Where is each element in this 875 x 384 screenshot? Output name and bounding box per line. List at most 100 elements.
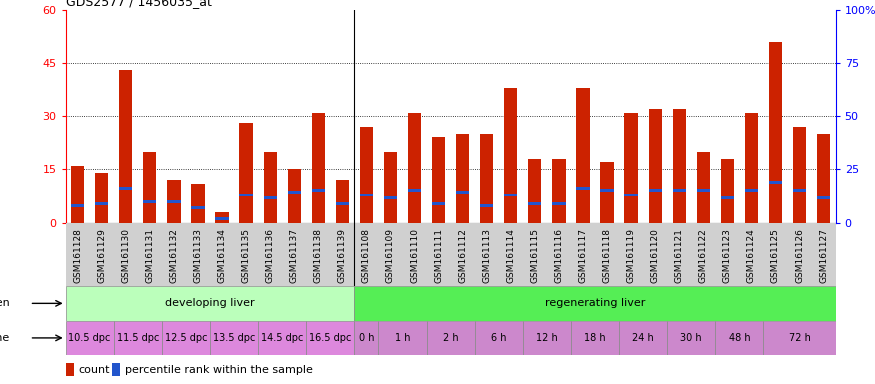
Text: GSM161131: GSM161131 <box>145 228 154 283</box>
Bar <box>192 184 205 223</box>
Bar <box>504 194 517 197</box>
Bar <box>696 189 710 192</box>
Text: GSM161109: GSM161109 <box>386 228 395 283</box>
Bar <box>215 217 228 220</box>
Text: GSM161115: GSM161115 <box>530 228 539 283</box>
Text: 16.5 dpc: 16.5 dpc <box>309 333 352 343</box>
Bar <box>119 70 132 223</box>
Bar <box>144 200 157 203</box>
Bar <box>577 88 590 223</box>
Bar <box>721 159 734 223</box>
Bar <box>379 321 427 355</box>
Bar <box>312 113 325 223</box>
Bar <box>721 196 734 199</box>
Bar <box>336 202 349 205</box>
Text: GSM161127: GSM161127 <box>819 228 828 283</box>
Text: count: count <box>79 364 110 375</box>
Bar <box>552 202 565 205</box>
Text: GSM161132: GSM161132 <box>170 228 178 283</box>
Bar <box>384 152 397 223</box>
Text: GSM161113: GSM161113 <box>482 228 491 283</box>
Bar <box>577 187 590 190</box>
Text: GSM161126: GSM161126 <box>795 228 804 283</box>
Bar <box>480 204 494 207</box>
Bar <box>288 169 301 223</box>
Bar <box>263 196 276 199</box>
Text: GSM161123: GSM161123 <box>723 228 732 283</box>
Bar <box>192 206 205 209</box>
Bar <box>288 192 301 194</box>
Text: 24 h: 24 h <box>633 333 654 343</box>
Text: GSM161124: GSM161124 <box>747 228 756 283</box>
Bar <box>312 189 325 192</box>
Bar <box>354 321 379 355</box>
Bar <box>384 196 397 199</box>
Bar <box>167 200 180 203</box>
Bar <box>167 180 180 223</box>
Text: GSM161133: GSM161133 <box>193 228 202 283</box>
Bar <box>66 286 354 321</box>
Text: GSM161114: GSM161114 <box>507 228 515 283</box>
Text: 6 h: 6 h <box>491 333 507 343</box>
Bar <box>456 134 469 223</box>
Text: 13.5 dpc: 13.5 dpc <box>213 333 256 343</box>
Text: GSM161121: GSM161121 <box>675 228 683 283</box>
Text: regenerating liver: regenerating liver <box>545 298 645 308</box>
Text: 14.5 dpc: 14.5 dpc <box>261 333 304 343</box>
Bar <box>408 113 421 223</box>
Text: GSM161118: GSM161118 <box>603 228 612 283</box>
Bar <box>696 152 710 223</box>
Text: GSM161112: GSM161112 <box>458 228 467 283</box>
Bar <box>210 321 258 355</box>
Text: 18 h: 18 h <box>584 333 605 343</box>
Bar <box>648 189 662 192</box>
Text: GSM161125: GSM161125 <box>771 228 780 283</box>
Bar <box>408 189 421 192</box>
Bar <box>528 159 542 223</box>
Bar <box>716 321 763 355</box>
Text: GSM161138: GSM161138 <box>314 228 323 283</box>
Text: time: time <box>0 333 10 343</box>
Bar <box>769 181 782 184</box>
Bar <box>528 202 542 205</box>
Bar <box>66 321 114 355</box>
Text: 12.5 dpc: 12.5 dpc <box>164 333 207 343</box>
Text: specimen: specimen <box>0 298 10 308</box>
Text: GSM161119: GSM161119 <box>626 228 635 283</box>
Text: GSM161111: GSM161111 <box>434 228 443 283</box>
Bar <box>95 202 108 205</box>
Bar <box>240 123 253 223</box>
Bar <box>432 137 445 223</box>
Bar <box>263 152 276 223</box>
Bar <box>504 88 517 223</box>
Bar <box>769 41 782 223</box>
Bar <box>763 321 836 355</box>
Bar <box>625 194 638 197</box>
Text: 10.5 dpc: 10.5 dpc <box>68 333 111 343</box>
Bar <box>162 321 210 355</box>
Bar <box>625 113 638 223</box>
Bar <box>112 363 120 376</box>
Bar <box>817 134 830 223</box>
Bar <box>66 363 74 376</box>
Text: GSM161116: GSM161116 <box>555 228 564 283</box>
Text: percentile rank within the sample: percentile rank within the sample <box>125 364 312 375</box>
Text: GSM161137: GSM161137 <box>290 228 298 283</box>
Text: GSM161136: GSM161136 <box>266 228 275 283</box>
Text: GSM161139: GSM161139 <box>338 228 346 283</box>
Bar <box>475 321 523 355</box>
Bar <box>144 152 157 223</box>
Text: GSM161128: GSM161128 <box>74 228 82 283</box>
Bar <box>456 192 469 194</box>
Bar <box>600 189 613 192</box>
Text: 11.5 dpc: 11.5 dpc <box>116 333 159 343</box>
Text: GSM161122: GSM161122 <box>699 228 708 283</box>
Text: GSM161120: GSM161120 <box>651 228 660 283</box>
Bar <box>552 159 565 223</box>
Bar <box>480 134 494 223</box>
Text: 48 h: 48 h <box>729 333 750 343</box>
Text: 72 h: 72 h <box>788 333 810 343</box>
Bar <box>258 321 306 355</box>
Text: GSM161110: GSM161110 <box>410 228 419 283</box>
Bar <box>114 321 162 355</box>
